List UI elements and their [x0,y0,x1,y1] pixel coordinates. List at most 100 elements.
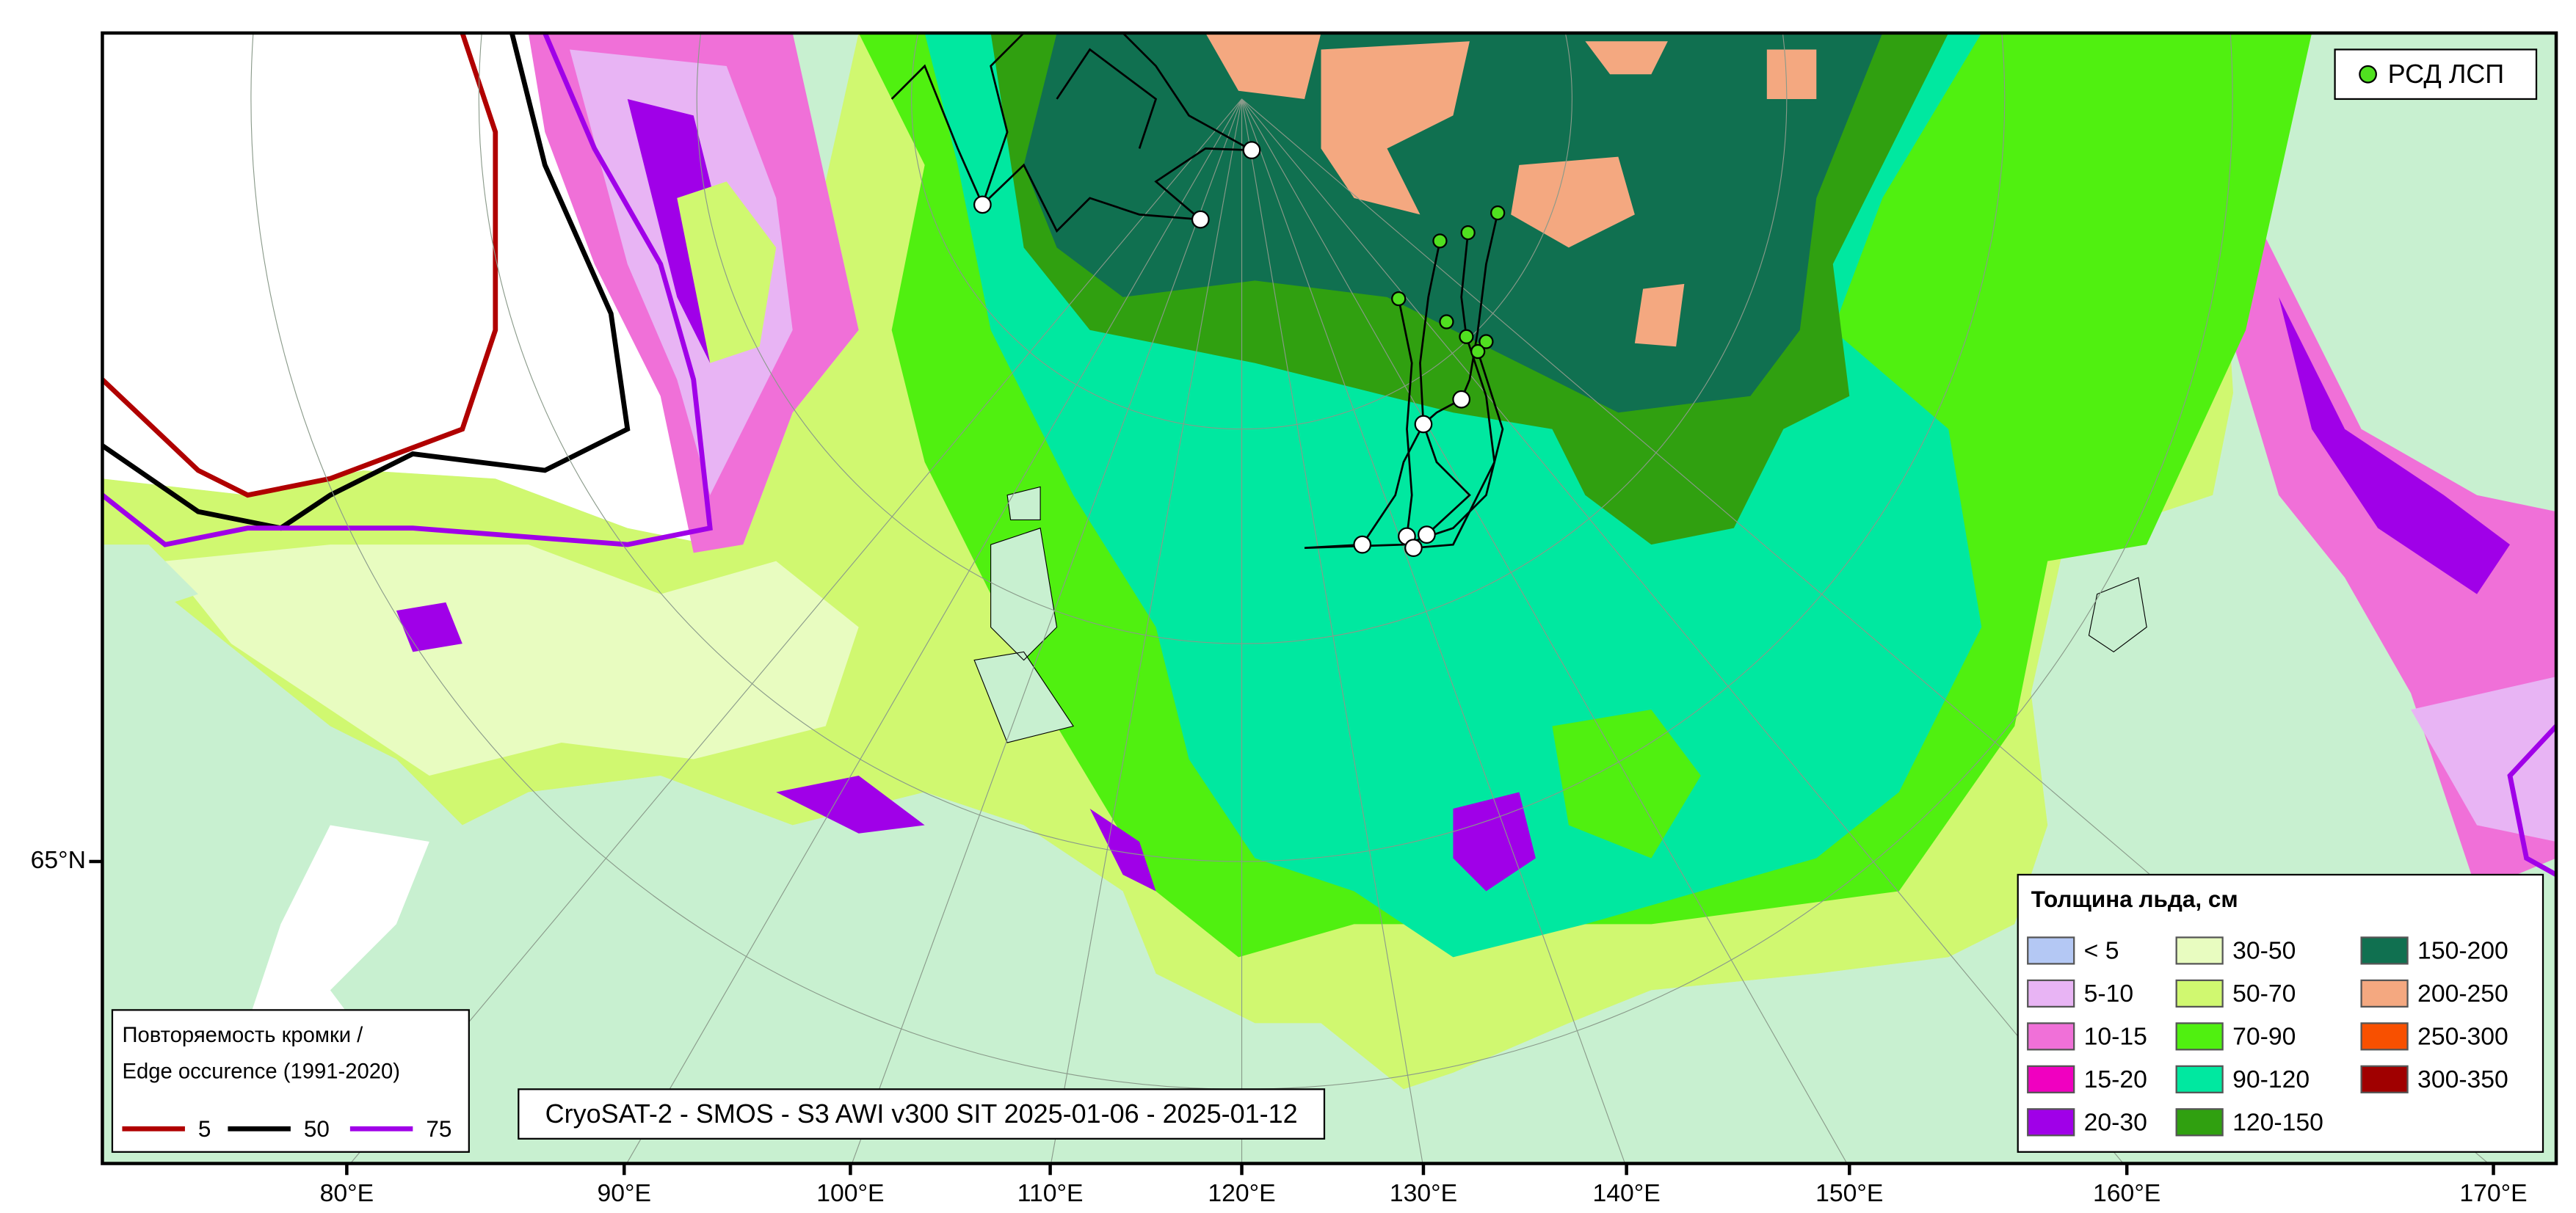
drifter-points [973,141,1506,558]
station-point [973,195,992,214]
legend-label: < 5 [2084,937,2119,965]
thickness-legend: Толщина льда, см < 5 5-10 10-15 15-20 20-30 3… [2017,873,2544,1153]
drifter-point [1470,343,1486,360]
ice-200-250-d [1634,283,1685,347]
coastal-ice [776,776,1536,892]
meridian [1241,98,1626,1164]
legend-swatch [2027,936,2075,965]
ice-30-50 [164,544,859,776]
drifter-swatch [2359,65,2377,84]
lon-label: 170°E [2459,1179,2527,1207]
parallel [911,32,1572,430]
map-area [102,32,2557,1164]
islands [973,486,1074,743]
legend-label: 200-250 [2417,980,2508,1008]
legend-label: 70-90 [2232,1023,2296,1051]
map-frame [101,31,2558,1165]
meridian [1051,98,1243,1164]
meridian [851,98,1243,1164]
thickness-legend-title: Толщина льда, см [2031,886,2238,912]
caption: CryoSAT-2 - SMOS - S3 AWI v300 SIT 2025-… [518,1088,1326,1140]
drifter-legend-label: РСД ЛСП [2388,59,2505,89]
meridian [626,98,1243,1164]
station-point [1418,525,1436,544]
edge-legend-label: 50 [304,1116,330,1142]
legend-swatch [2360,1022,2409,1051]
legend-label: 15-20 [2084,1066,2147,1093]
legend-swatch [2175,1108,2224,1137]
station-point [1414,415,1433,434]
caption-box [518,1088,1326,1140]
legend-swatch [2360,1065,2409,1093]
meridian [1241,98,2125,1164]
ice-200-250-a [1205,32,1321,99]
legend-swatch [2027,1065,2075,1093]
lon-label: 150°E [1815,1179,1883,1207]
drifter-point [1460,225,1476,241]
lon-label: 130°E [1390,1179,1457,1207]
ice-200-250-b [1321,41,1470,215]
lat-label: 65°N [31,846,86,874]
drifter-point [1439,314,1454,329]
ice-patch [396,602,462,652]
legend-swatch [2027,1022,2075,1051]
drift-track [890,32,1252,233]
ice-edge-right-light [2411,677,2557,842]
legend-swatch [2027,979,2075,1008]
edge-line-5 [102,32,498,498]
edge-line-75-right [2507,724,2557,877]
drifter-legend: РСД ЛСП [2334,48,2538,101]
edge-line-75 [102,32,713,547]
drifter-point [1459,329,1474,344]
drifter-point [1490,205,1506,221]
legend-label: 120-150 [2232,1108,2323,1136]
parallel [479,32,2005,862]
ice-200-250-e [1585,41,1668,75]
legend-label: 10-15 [2084,1023,2147,1051]
wrangel-island [2088,577,2147,653]
edge-legend: Повторяемость кромки / Edge occurence (19… [111,1009,470,1153]
legend-swatch [2360,936,2409,965]
ice-edge-left-green [677,181,777,363]
lon-labels: 80°E 90°E 100°E 110°E 120°E 130°E 140°E 150°E 16… [320,1163,2528,1207]
caption-text: CryoSAT-2 - SMOS - S3 AWI v300 SIT 2025-… [545,1099,1298,1129]
lon-label: 110°E [1017,1179,1084,1207]
ice-200-250-c [1511,156,1635,248]
station-point [1404,539,1423,558]
station-point [1452,390,1471,409]
legend-label: 5-10 [2084,980,2134,1008]
legend-swatch [2175,1022,2224,1051]
lon-label: 140°E [1592,1179,1660,1207]
graticule [250,32,2489,1164]
edge-line-50 [102,32,631,531]
legend-label: 300-350 [2417,1066,2508,1093]
station-point [1242,141,1261,160]
legend-swatch [2027,1108,2075,1137]
edge-legend-title: Повторяемость кромки / [122,1024,363,1047]
lon-label: 80°E [320,1179,374,1207]
lon-label: 90°E [598,1179,651,1207]
legend-label: 30-50 [2232,937,2296,965]
station-point [1353,535,1372,554]
legend-swatch [2360,979,2409,1008]
edge-legend-label: 75 [426,1116,451,1142]
legend-swatch [2175,936,2224,965]
station-point [1191,210,1210,229]
meridian [1241,98,1848,1164]
drifter-point [1432,233,1448,249]
legend-label: 90-120 [2232,1066,2310,1093]
meridian [1241,98,1423,1164]
lon-label: 120°E [1208,1179,1275,1207]
drifter-point [1391,291,1407,307]
ice-70-90-patch [1552,710,1701,859]
lon-label: 160°E [2093,1179,2160,1207]
drifter-point [1479,334,1494,349]
drift-track [982,32,1158,205]
legend-label: 150-200 [2417,937,2508,965]
legend-label: 20-30 [2084,1108,2147,1136]
ice-200-250-f [1766,49,1817,99]
coast-south [102,759,2048,1164]
